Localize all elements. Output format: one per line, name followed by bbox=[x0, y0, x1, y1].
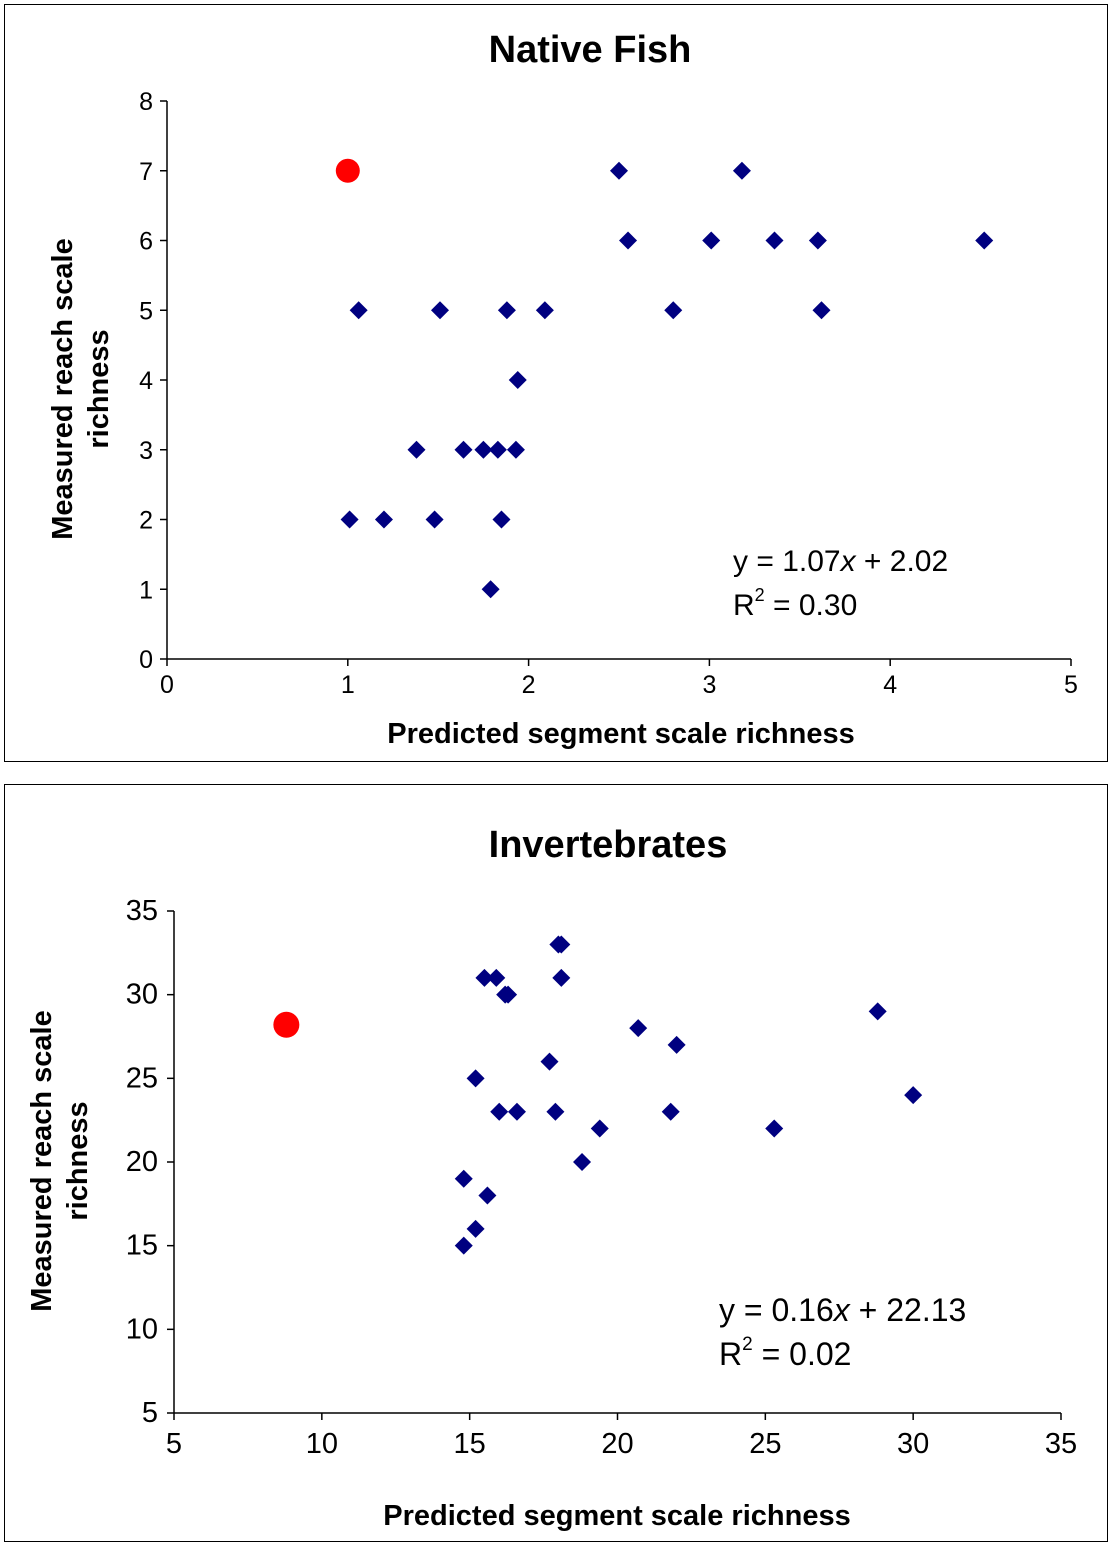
data-point bbox=[590, 1119, 609, 1138]
highlight-point bbox=[335, 158, 360, 183]
y-tick-label: 15 bbox=[126, 1230, 158, 1262]
y-tick-label: 6 bbox=[139, 228, 153, 256]
x-axis-label: Predicted segment scale richness bbox=[387, 718, 854, 750]
data-point bbox=[425, 510, 444, 529]
y-axis-label-line-2: richness bbox=[62, 1101, 94, 1220]
data-point bbox=[490, 1102, 509, 1121]
data-point bbox=[765, 231, 784, 250]
data-point bbox=[765, 1119, 784, 1138]
data-point bbox=[573, 1153, 592, 1171]
data-point bbox=[488, 440, 507, 459]
scatter-chart-invertebrates: Invertebrates 5 10 15 20 25 30 35 5 10 15 20 25 30 35… bbox=[26, 824, 1077, 1532]
y-tick-label: 10 bbox=[126, 1313, 158, 1345]
data-point bbox=[454, 1236, 473, 1255]
data-point bbox=[454, 1169, 473, 1188]
x-tick-label: 25 bbox=[749, 1428, 781, 1460]
x-tick-label: 20 bbox=[601, 1428, 633, 1460]
data-point bbox=[508, 371, 527, 389]
data-point bbox=[540, 1052, 559, 1071]
data-point bbox=[702, 231, 721, 250]
x-tick-label: 15 bbox=[454, 1428, 486, 1460]
y-tick-label: 4 bbox=[139, 367, 153, 395]
data-point bbox=[535, 301, 554, 320]
data-point bbox=[349, 301, 368, 320]
data-point bbox=[506, 440, 525, 459]
x-tick-label: 2 bbox=[522, 671, 536, 699]
data-point bbox=[904, 1086, 923, 1105]
r-squared: R2 = 0.30 bbox=[733, 585, 857, 622]
x-tick-label: 10 bbox=[306, 1428, 338, 1460]
y-tick-label: 5 bbox=[142, 1397, 158, 1429]
data-point bbox=[552, 968, 571, 987]
data-point bbox=[619, 231, 638, 250]
y-tick-label: 7 bbox=[139, 158, 153, 186]
data-point bbox=[481, 580, 500, 599]
data-point bbox=[629, 1019, 648, 1038]
x-tick-label: 5 bbox=[1064, 671, 1078, 699]
r-squared: R2 = 0.02 bbox=[719, 1334, 851, 1372]
x-tick-label: 30 bbox=[897, 1428, 929, 1460]
y-tick-label: 25 bbox=[126, 1062, 158, 1094]
chart-title: Invertebrates bbox=[489, 824, 728, 866]
y-axis-label-line-2: richness bbox=[83, 329, 115, 448]
scatter-chart-native-fish: Native Fish 0 1 2 3 4 5 0 1 2 3 4 5 6 7 8 Predicted se… bbox=[47, 29, 1078, 750]
data-point bbox=[374, 510, 393, 529]
data-point bbox=[667, 1035, 686, 1054]
data-point bbox=[808, 231, 827, 250]
y-tick-label: 8 bbox=[139, 88, 153, 116]
data-point bbox=[454, 440, 473, 459]
data-point bbox=[507, 1102, 526, 1121]
data-point bbox=[661, 1102, 680, 1121]
data-point bbox=[812, 301, 831, 320]
chart-panel-native-fish: Native Fish 0 1 2 3 4 5 0 1 2 3 4 5 6 7 8 Predicted se… bbox=[4, 4, 1108, 762]
y-tick-label: 1 bbox=[139, 576, 153, 604]
data-point bbox=[487, 968, 506, 987]
y-tick-label: 5 bbox=[139, 297, 153, 325]
data-point bbox=[466, 1069, 485, 1088]
x-axis-label: Predicted segment scale richness bbox=[383, 1500, 850, 1532]
data-point bbox=[610, 161, 628, 180]
chart-title: Native Fish bbox=[489, 29, 692, 71]
data-point bbox=[478, 1186, 497, 1205]
data-point bbox=[664, 301, 683, 320]
data-point bbox=[546, 1102, 565, 1121]
data-point bbox=[552, 935, 571, 954]
data-point bbox=[475, 968, 494, 987]
data-point bbox=[492, 510, 511, 529]
x-tick-label: 3 bbox=[702, 671, 716, 699]
data-point bbox=[431, 301, 450, 320]
x-tick-label: 4 bbox=[883, 671, 897, 699]
y-axis-label-line-1: Measured reach scale bbox=[26, 1010, 58, 1311]
data-point bbox=[474, 440, 493, 459]
chart-panel-invertebrates: Invertebrates 5 10 15 20 25 30 35 5 10 15 20 25 30 35… bbox=[4, 784, 1108, 1542]
x-tick-label: 35 bbox=[1045, 1428, 1077, 1460]
highlight-point bbox=[273, 1011, 300, 1038]
data-point bbox=[732, 161, 751, 180]
y-tick-label: 3 bbox=[139, 437, 153, 465]
y-axis-label-line-1: Measured reach scale bbox=[47, 238, 79, 539]
regression-equation: y = 1.07x + 2.02 bbox=[733, 545, 948, 578]
data-point bbox=[975, 231, 994, 250]
data-point bbox=[497, 301, 516, 320]
y-tick-label: 35 bbox=[126, 895, 158, 927]
data-point bbox=[466, 1219, 485, 1238]
x-tick-label: 5 bbox=[166, 1428, 182, 1460]
data-point bbox=[407, 440, 426, 459]
x-tick-label: 1 bbox=[341, 671, 355, 699]
regression-equation: y = 0.16x + 22.13 bbox=[719, 1292, 966, 1328]
data-point bbox=[499, 985, 518, 1004]
data-point bbox=[868, 1002, 887, 1021]
x-tick-label: 0 bbox=[160, 671, 174, 699]
data-point bbox=[340, 510, 359, 529]
y-tick-label: 2 bbox=[139, 507, 153, 535]
y-tick-label: 0 bbox=[139, 646, 153, 674]
y-tick-label: 30 bbox=[126, 979, 158, 1011]
y-tick-label: 20 bbox=[126, 1146, 158, 1178]
